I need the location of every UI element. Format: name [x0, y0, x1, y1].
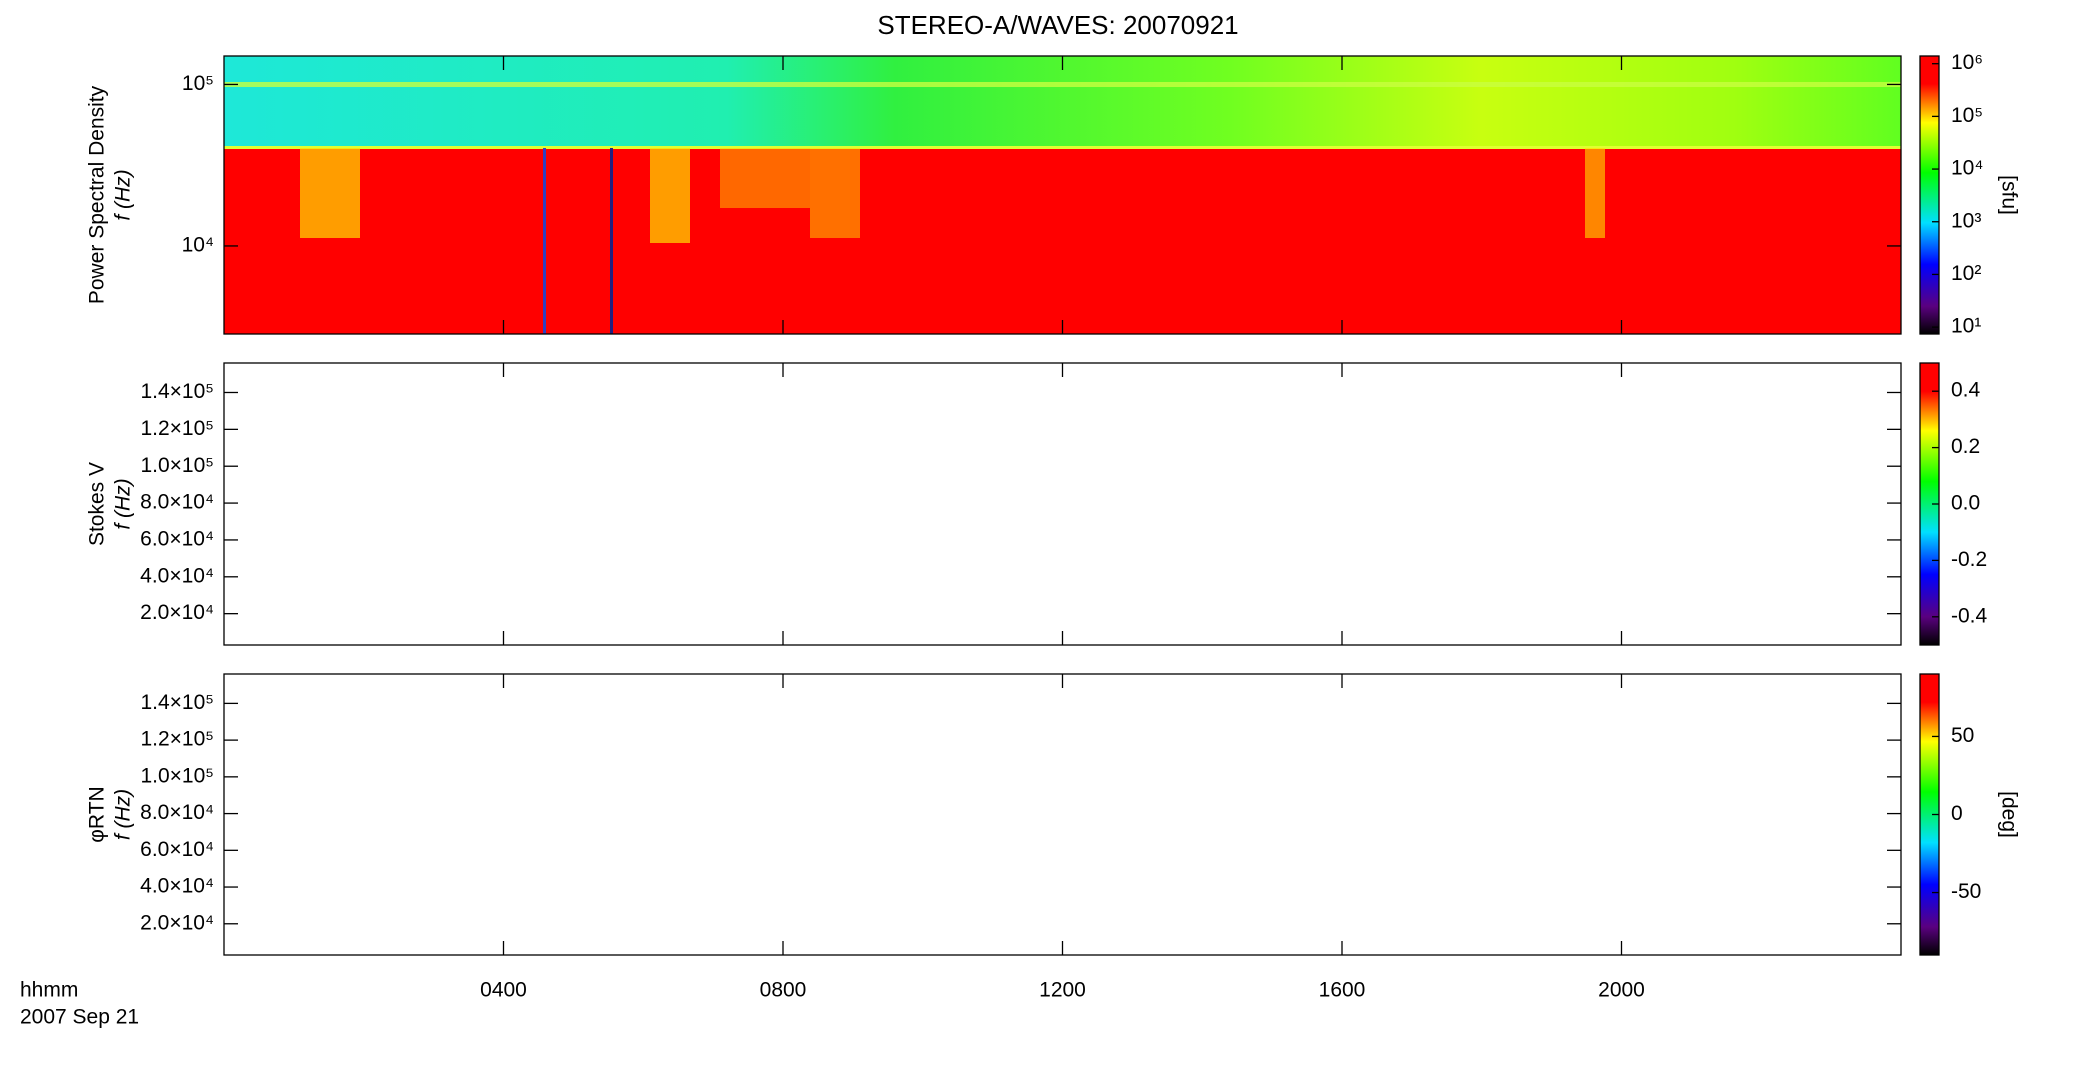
y-tick-label: 4.0×10⁴: [140, 875, 214, 898]
y-axis-label: Power Spectral Density: [86, 85, 109, 304]
y-axis-label: f (Hz): [112, 478, 135, 529]
date-label: 2007 Sep 21: [20, 1006, 139, 1029]
colorbar-tick-label: 10⁶: [1951, 51, 1983, 74]
y-tick-label: 10⁵: [182, 72, 214, 95]
y-tick-label: 6.0×10⁴: [140, 527, 214, 550]
spectrogram: [224, 56, 1901, 334]
colorbar-tick-label: 0.0: [1951, 492, 1980, 515]
y-axis-label: Stokes V: [86, 462, 109, 546]
y-tick-label: 8.0×10⁴: [140, 801, 214, 824]
x-tick-label: 0800: [760, 979, 807, 1002]
y-axis-label: f (Hz): [112, 789, 135, 840]
colorbar-label: [deg]: [1997, 791, 2020, 838]
y-tick-label: 2.0×10⁴: [140, 601, 214, 624]
y-tick-label: 1.2×10⁵: [140, 417, 214, 440]
y-tick-label: 1.4×10⁵: [140, 691, 214, 714]
chart-title: STEREO-A/WAVES: 20070921: [877, 10, 1238, 40]
y-tick-label: 10⁴: [182, 233, 214, 256]
plot-frame: [223, 362, 1902, 646]
colorbar-tick-label: 10³: [1951, 209, 1981, 232]
x-tick-label: 2000: [1598, 979, 1645, 1002]
colorbar-tick-label: 0: [1951, 802, 1963, 825]
x-tick-label: 1200: [1039, 979, 1086, 1002]
colorbar-tick-label: 10¹: [1951, 315, 1981, 338]
colorbar-tick-label: -0.4: [1951, 604, 1988, 627]
x-tick-label: 1600: [1319, 979, 1366, 1002]
colorbar-tick-label: -0.2: [1951, 548, 1987, 571]
y-tick-label: 1.0×10⁵: [140, 454, 214, 477]
y-tick-label: 4.0×10⁴: [140, 564, 214, 587]
y-tick-label: 2.0×10⁴: [140, 911, 214, 934]
plot-frame: [223, 673, 1902, 956]
colorbar-tick-label: -50: [1951, 880, 1981, 903]
y-axis-label: f (Hz): [112, 169, 135, 220]
colorbar-label: [sfu]: [1997, 175, 2020, 215]
x-axis-label: hhmm: [20, 979, 78, 1002]
y-tick-label: 1.2×10⁵: [140, 728, 214, 751]
y-tick-label: 8.0×10⁴: [140, 491, 214, 514]
y-tick-label: 6.0×10⁴: [140, 838, 214, 861]
y-axis-label: φRTN: [86, 786, 109, 842]
colorbar-tick-label: 10⁵: [1951, 104, 1983, 127]
colorbar-tick-label: 0.2: [1951, 435, 1980, 458]
colorbar-tick-label: 50: [1951, 724, 1974, 747]
x-tick-label: 0400: [480, 979, 527, 1002]
colorbar-tick-label: 10⁴: [1951, 157, 1983, 180]
y-tick-label: 1.4×10⁵: [140, 380, 214, 403]
colorbar-tick-label: 0.4: [1951, 379, 1981, 402]
colorbar-tick-label: 10²: [1951, 262, 1981, 285]
colorbar: [1919, 55, 1940, 335]
y-tick-label: 1.0×10⁵: [140, 764, 214, 787]
